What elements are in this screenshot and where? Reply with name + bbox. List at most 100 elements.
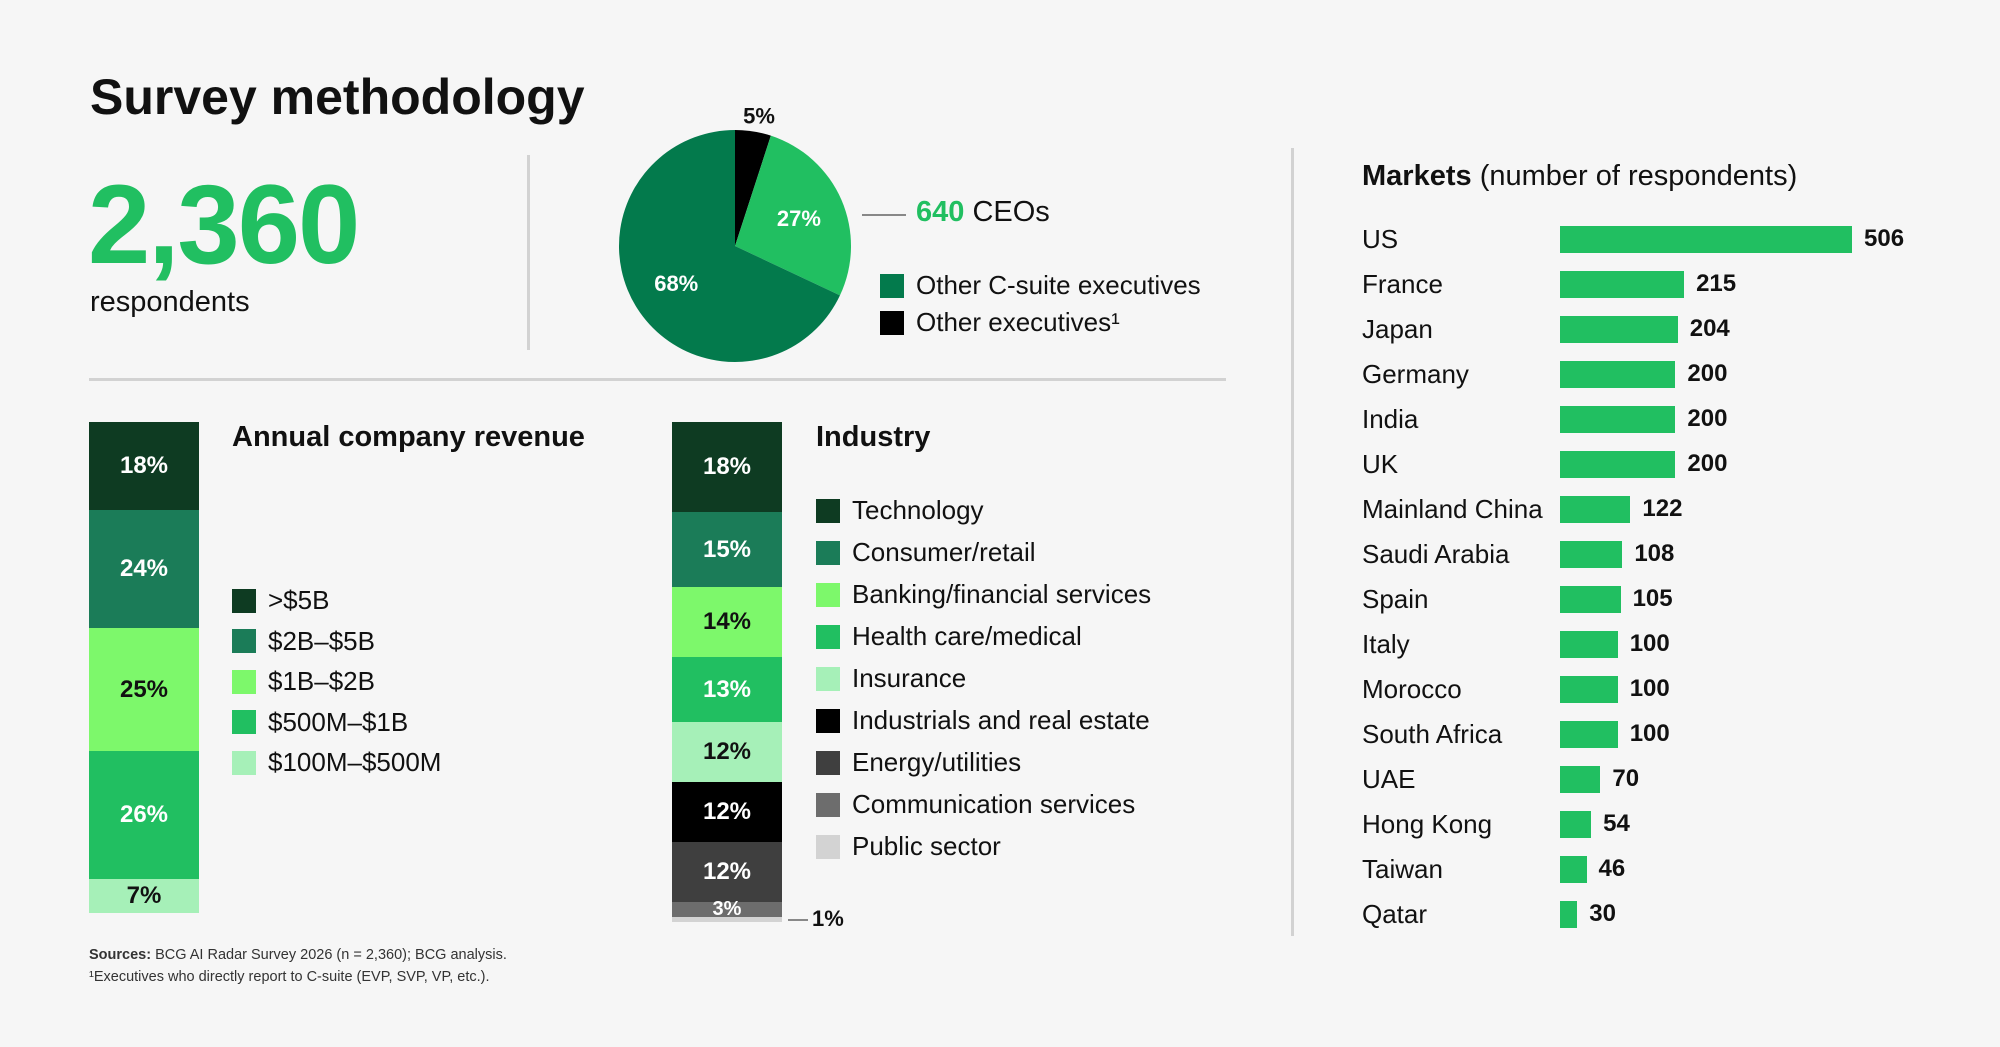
legend-swatch — [816, 708, 840, 733]
legend-item: Banking/financial services — [816, 579, 1151, 610]
stack-segment: 15% — [672, 512, 782, 587]
market-row: India 200 — [1362, 403, 1962, 435]
stack-segment-label: 12% — [702, 738, 752, 765]
market-bar — [1560, 811, 1592, 838]
markets-title-bold: Markets — [1362, 160, 1472, 192]
market-row: South Africa 100 — [1362, 718, 1962, 750]
legend-item: Public sector — [816, 831, 1001, 862]
market-row: Italy 100 — [1362, 628, 1962, 660]
stack-segment: 26% — [89, 750, 199, 879]
market-row: UAE 70 — [1362, 763, 1962, 795]
market-name: Taiwan — [1362, 854, 1443, 884]
legend-label: $100M–$500M — [268, 747, 442, 777]
market-bar — [1560, 721, 1618, 748]
market-value: 122 — [1642, 495, 1683, 522]
legend-item: Consumer/retail — [816, 537, 1036, 568]
stack-segment-label: 12% — [702, 798, 752, 825]
divider-vertical-right — [1291, 148, 1294, 936]
market-row: Spain 105 — [1362, 583, 1962, 615]
pie-legend-swatch — [880, 310, 904, 335]
market-bar — [1560, 406, 1676, 433]
market-value: 100 — [1629, 675, 1670, 702]
legend-label: Consumer/retail — [852, 537, 1036, 567]
market-value: 200 — [1687, 405, 1728, 432]
market-name: Saudi Arabia — [1362, 539, 1510, 569]
market-name: Italy — [1362, 629, 1410, 659]
legend-swatch — [232, 588, 256, 613]
market-bar — [1560, 631, 1618, 658]
market-row: Hong Kong 54 — [1362, 808, 1962, 840]
pie-slice — [619, 130, 840, 362]
stack-segment-label: 14% — [702, 608, 752, 635]
page-title: Survey methodology — [90, 69, 585, 125]
market-name: South Africa — [1362, 719, 1503, 749]
pie-legend-other-csuite: Other C-suite executives — [880, 270, 1201, 301]
pie-slice-label: 27% — [777, 206, 821, 231]
legend-item: Energy/utilities — [816, 747, 1021, 778]
revenue-title: Annual company revenue — [232, 421, 585, 453]
legend-swatch — [816, 582, 840, 607]
legend-label: Technology — [852, 495, 984, 525]
legend-item: $100M–$500M — [232, 747, 441, 778]
stack-segment-label: 15% — [702, 535, 752, 563]
market-name: UAE — [1362, 764, 1416, 794]
legend-item: $2B–$5B — [232, 626, 375, 657]
stack-segment-label: 18% — [119, 452, 169, 480]
legend-swatch — [232, 710, 256, 734]
pie-slice — [735, 135, 851, 296]
ceo-callout-text: CEOs — [964, 196, 1050, 228]
market-bar — [1560, 676, 1618, 703]
market-bar — [1560, 316, 1678, 343]
callout-label: 1% — [812, 905, 844, 931]
legend-label: Industrials and real estate — [852, 705, 1150, 735]
sources-note: Sources: BCG AI Radar Survey 2026 (n = 2… — [89, 944, 507, 988]
market-bar — [1560, 451, 1676, 478]
legend-swatch — [816, 498, 840, 523]
legend-label: >$5B — [268, 585, 330, 615]
stack-segment: 18% — [89, 422, 199, 511]
market-name: Spain — [1362, 584, 1429, 614]
market-bar — [1560, 766, 1601, 793]
pie-slice — [735, 130, 771, 246]
industry-title: Industry — [816, 421, 931, 453]
market-row: Morocco 100 — [1362, 673, 1962, 705]
stack-segment: 25% — [89, 628, 199, 751]
stack-segment: 13% — [672, 657, 782, 722]
sources-text: BCG AI Radar Survey 2026 (n = 2,360); BC… — [151, 947, 507, 963]
market-row: Germany 200 — [1362, 358, 1962, 390]
legend-label: Public sector — [852, 831, 1001, 861]
divider-vertical-left — [527, 155, 530, 350]
legend-label: Insurance — [852, 663, 967, 693]
stack-segment: 14% — [672, 587, 782, 657]
stack-segment — [672, 917, 782, 922]
stack-segment-label: 12% — [702, 858, 752, 885]
stack-segment: 12% — [672, 722, 782, 782]
market-value: 105 — [1632, 585, 1673, 612]
pie-legend-swatch — [880, 273, 904, 298]
market-value: 100 — [1629, 720, 1670, 747]
market-value: 200 — [1687, 360, 1728, 387]
market-value: 70 — [1612, 765, 1640, 792]
respondents-label: respondents — [90, 286, 250, 318]
market-bar — [1560, 496, 1631, 523]
market-value: 215 — [1696, 270, 1737, 297]
legend-item: Technology — [816, 495, 984, 526]
legend-swatch — [816, 834, 840, 859]
market-bar — [1560, 361, 1676, 388]
callout-line — [788, 918, 808, 921]
revenue-stacked-bar: 18% 24% 25% 26% 7% — [89, 422, 199, 913]
legend-label: $2B–$5B — [268, 625, 375, 656]
market-bar — [1560, 271, 1685, 298]
legend-swatch — [232, 750, 256, 775]
market-row: Saudi Arabia 108 — [1362, 538, 1962, 570]
respondents-count: 2,360 — [88, 162, 360, 287]
market-bar — [1560, 856, 1587, 883]
market-row: UK 200 — [1362, 448, 1962, 480]
market-value: 54 — [1603, 810, 1630, 837]
market-value: 108 — [1634, 540, 1675, 567]
stack-segment: 3% — [672, 898, 782, 920]
pie-legend-label: Other C-suite executives — [916, 270, 1201, 300]
legend-item: Communication services — [816, 789, 1135, 820]
stack-segment: 24% — [89, 510, 199, 629]
